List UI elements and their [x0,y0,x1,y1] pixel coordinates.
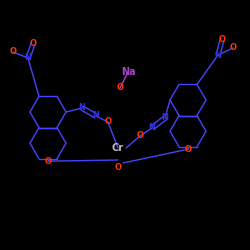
Text: N: N [92,112,100,120]
Text: N: N [214,50,222,59]
Text: O: O [104,118,112,126]
Text: O: O [10,48,16,56]
Text: O: O [114,164,121,172]
Text: O: O [136,132,143,140]
Text: Cr: Cr [112,143,124,153]
Text: O: O [184,145,192,154]
Text: O: O [116,84,123,92]
Text: O: O [44,157,52,166]
Text: N: N [148,124,156,132]
Text: O: O [218,36,226,44]
Text: N: N [78,104,86,112]
Text: O: O [230,44,236,52]
Text: Na: Na [121,67,135,77]
Text: N: N [24,54,32,62]
Text: O: O [30,40,36,48]
Text: N: N [162,114,168,122]
